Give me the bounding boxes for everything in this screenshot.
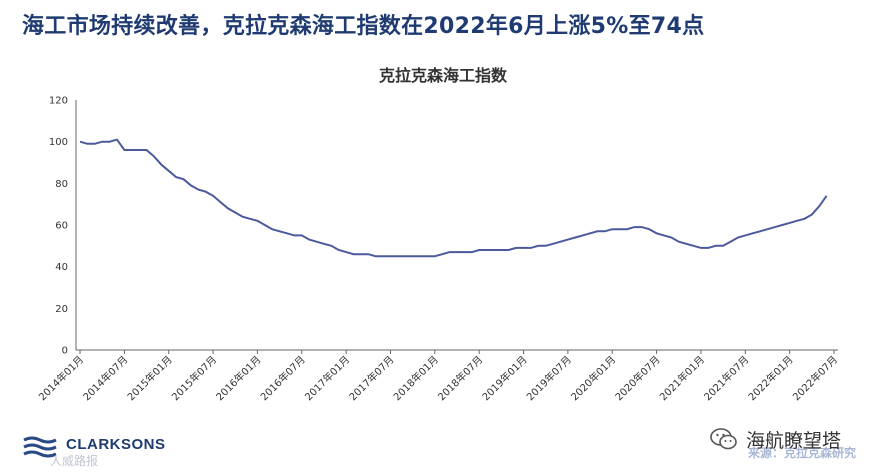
x-tick-label: 2015年01月 xyxy=(124,353,174,403)
x-tick-label: 2018年07月 xyxy=(435,353,485,403)
x-tick-label: 2021年01月 xyxy=(657,353,707,403)
x-tick-label: 2016年07月 xyxy=(258,353,308,403)
y-tick-label: 40 xyxy=(55,262,68,273)
y-tick-label: 100 xyxy=(49,137,68,148)
wechat-icon xyxy=(710,428,737,450)
brand-footer: CLARKSONS 人威路报 xyxy=(22,434,222,468)
y-tick-label: 80 xyxy=(55,179,68,190)
x-axis: 2014年01月2014年07月2015年01月2015年07月2016年01月… xyxy=(36,349,840,403)
source-note: 来源：克拉克森研究 xyxy=(748,446,857,460)
x-tick-label: 2021年07月 xyxy=(701,353,751,403)
x-tick-label: 2014年01月 xyxy=(36,353,86,403)
x-tick-label: 2018年01月 xyxy=(391,353,441,403)
x-tick-label: 2022年01月 xyxy=(745,353,795,403)
x-tick-label: 2020年07月 xyxy=(612,353,662,403)
x-tick-label: 2020年01月 xyxy=(568,353,618,403)
y-tick-label: 20 xyxy=(55,304,68,315)
brand-subtext: 人威路报 xyxy=(50,454,99,468)
x-tick-label: 2017年07月 xyxy=(346,353,396,403)
brand-name: CLARKSONS xyxy=(66,436,166,453)
x-tick-label: 2019年07月 xyxy=(524,353,574,403)
line-chart: 0 20 40 60 80 100 120 2014年01月2014年07月2015年01月… xyxy=(36,96,840,404)
x-tick-label: 2014年07月 xyxy=(80,353,130,403)
series-line xyxy=(79,138,828,258)
clarksons-logo-icon xyxy=(23,436,57,458)
y-axis: 0 20 40 60 80 100 120 xyxy=(49,96,77,357)
x-tick-label: 2022年07月 xyxy=(790,353,840,403)
chart-title: 克拉克森海工指数 xyxy=(378,66,507,85)
watermark-text: 海航瞭望塔 xyxy=(746,429,842,452)
watermark: 海航瞭望塔 xyxy=(710,424,841,454)
x-tick-label: 2019年01月 xyxy=(479,353,529,403)
x-tick-label: 2016年01月 xyxy=(213,353,263,403)
y-tick-label: 0 xyxy=(62,346,68,357)
y-tick-label: 120 xyxy=(49,96,68,107)
y-tick-label: 60 xyxy=(55,221,68,232)
headline: 海工市场持续改善，克拉克森海工指数在2022年6月上涨5%至74点 xyxy=(22,14,705,39)
x-tick-label: 2015年07月 xyxy=(169,353,219,403)
x-tick-label: 2017年01月 xyxy=(302,353,352,403)
